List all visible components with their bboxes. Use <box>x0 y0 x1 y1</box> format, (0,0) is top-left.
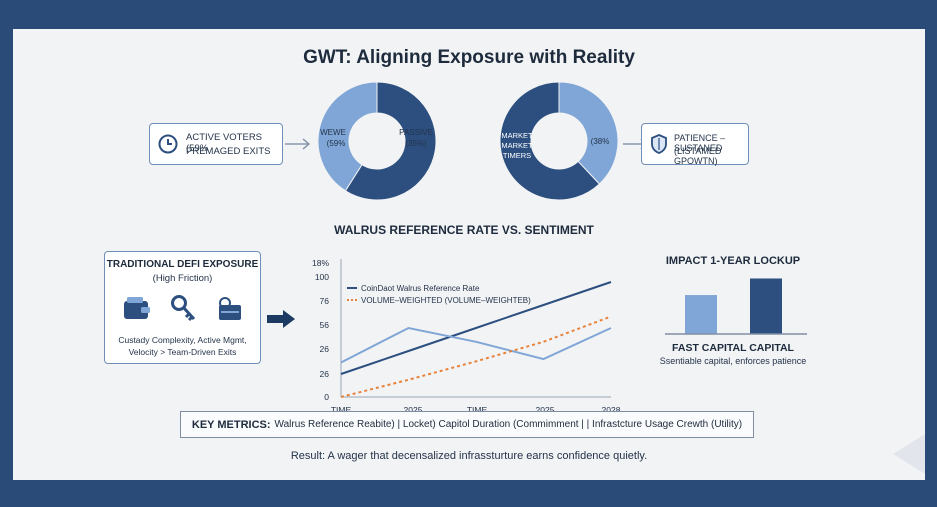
bar <box>750 278 782 334</box>
donut-right-label-a: MARKET <box>501 131 533 140</box>
donut-right-label-a2: MARKET <box>501 141 533 150</box>
y-tick-label: 100 <box>315 272 329 282</box>
donut-left-label-a: WEWE <box>320 128 346 137</box>
donut-right-slice-0 <box>558 81 619 185</box>
arrow-right-icon <box>285 138 311 150</box>
patience-callout: PATIENCE – SUSTANED (LISTAMED GPOWTN) <box>641 123 749 166</box>
bar-chart <box>665 278 807 335</box>
chart-title: WALRUS REFERENCE RATE VS. SENTIMENT <box>334 223 594 237</box>
bar <box>685 295 717 334</box>
traditional-footnote-2: Velocity > Team-Driven Exits <box>128 347 237 357</box>
traditional-footnote-1: Custady Complexity, Active Mgmt, <box>118 335 247 345</box>
decorative-chevron-icon <box>893 434 925 474</box>
donut-right-label-b: (38% <box>590 137 610 146</box>
series-line-1 <box>340 326 612 364</box>
donut-left-slice-1 <box>317 81 378 192</box>
key-metrics-bar: KEY METRICS: Walrus Reference Reabite) |… <box>180 411 754 438</box>
y-tick-label: 18% <box>312 258 329 268</box>
clock-icon <box>158 134 178 154</box>
x-tick-label: TIME <box>331 405 352 415</box>
callout-line-2: PREMAGED EXITS <box>186 146 271 157</box>
x-tick-label: 2025 <box>404 405 423 415</box>
line-chart: 02626567610018%TIME2025TIME20252028TIME … <box>312 258 621 421</box>
wallet-icon <box>124 297 150 319</box>
traditional-subtitle: (High Friction) <box>152 273 213 284</box>
shield-icon <box>651 134 667 154</box>
y-tick-label: 0 <box>324 392 329 402</box>
legend-label: VOLUME–WEIGHTED (VOLUME–WEIGHTEB) <box>361 296 531 305</box>
bar-chart-title: IMPACT 1-YEAR LOCKUP <box>665 255 801 267</box>
card-icon <box>219 297 241 320</box>
y-tick-label: 26 <box>320 369 330 379</box>
donut-chart-right <box>499 81 619 201</box>
callout-line-1: PATIENCE – SUSTANED <box>674 133 726 153</box>
donut-right-slice-1 <box>499 81 601 201</box>
legend-label: CoinDaot Walrus Reference Rate <box>361 284 480 293</box>
y-tick-label: 26 <box>320 344 330 354</box>
donut-left-label-a2: (59% <box>326 139 346 148</box>
donut-left-label-b: PASSIVE <box>399 128 433 137</box>
series-line-0 <box>340 281 612 375</box>
y-tick-label: 76 <box>320 296 330 306</box>
traditional-title: TRADITIONAL DEFI EXPOSURE <box>106 259 259 270</box>
key-icon <box>171 295 196 322</box>
key-metrics-label: KEY METRICS: <box>191 418 271 431</box>
bar-chart-caption: Ssentiable capital, enforces patience <box>659 356 807 366</box>
donut-left-label-b2: (35%) <box>405 139 427 148</box>
bar-chart-label: FAST CAPITAL CAPITAL <box>672 342 794 354</box>
result-text: Result: A wager that decensalized infras… <box>290 450 648 462</box>
x-tick-label: 2025 <box>536 405 555 415</box>
page-title: GWT: Aligning Exposure with Reality <box>303 47 635 68</box>
donut-right-label-a3: TIMERS <box>502 151 532 160</box>
diagram-canvas: GWT: Aligning Exposure with Reality ACTI… <box>13 29 925 480</box>
arrow-right-icon <box>267 310 295 328</box>
callout-line-1: ACTIVE VOTERS (59% <box>186 132 263 154</box>
x-tick-label: 2028 <box>602 405 621 415</box>
traditional-defi-box: TRADITIONAL DEFI EXPOSURE (High Friction… <box>104 251 261 364</box>
key-metrics-text: Walrus Reference Reabite) | Locket) Capi… <box>274 419 743 430</box>
active-voters-callout: ACTIVE VOTERS (59% PREMAGED EXITS <box>149 123 283 165</box>
donut-left-slice-0 <box>344 81 437 201</box>
series-line-2 <box>340 315 612 398</box>
donut-chart-left <box>317 81 437 201</box>
y-tick-label: 56 <box>320 320 330 330</box>
x-tick-label: TIME <box>467 405 488 415</box>
callout-line-2: (LISTAMED GPOWTN) <box>674 146 722 166</box>
